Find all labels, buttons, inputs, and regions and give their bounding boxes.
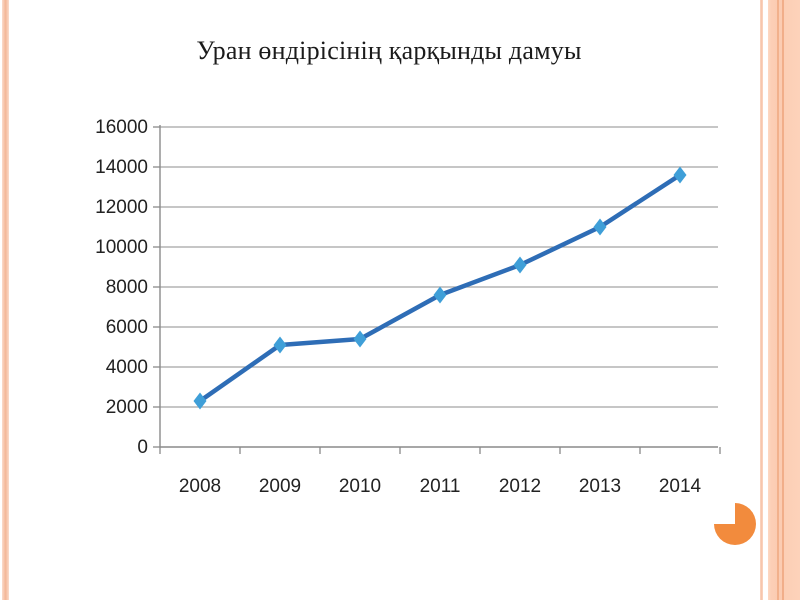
x-tick-label: 2012 — [499, 476, 541, 497]
right-border-stripe-band — [768, 0, 800, 600]
y-tick-label: 16000 — [95, 117, 148, 138]
y-tick-label: 10000 — [95, 237, 148, 258]
y-tick-label: 12000 — [95, 197, 148, 218]
y-tick-label: 0 — [137, 437, 148, 458]
x-tick-label: 2010 — [339, 476, 381, 497]
data-point-marker — [353, 330, 367, 348]
y-tick-label: 2000 — [106, 397, 148, 418]
y-tick-label: 6000 — [106, 317, 148, 338]
data-point-marker — [513, 256, 527, 274]
data-point-marker — [593, 218, 607, 236]
slide-title: Уран өндірісінің қарқынды дамуы — [196, 36, 582, 65]
x-tick-label: 2011 — [420, 476, 461, 497]
right-border-thin-stripe — [760, 0, 763, 600]
x-tick-label: 2008 — [179, 476, 221, 497]
data-point-marker — [273, 336, 287, 354]
x-tick-label: 2014 — [659, 476, 702, 497]
x-tick-label: 2009 — [259, 476, 301, 497]
corner-ornament-icon — [714, 503, 756, 545]
data-point-marker — [193, 392, 207, 410]
x-tick-label: 2013 — [579, 476, 621, 497]
data-point-marker — [673, 166, 687, 184]
data-point-marker — [433, 286, 447, 304]
left-border-stripe — [2, 0, 9, 600]
y-tick-label: 4000 — [106, 357, 148, 378]
y-tick-label: 8000 — [106, 277, 148, 298]
y-tick-label: 14000 — [95, 157, 148, 178]
